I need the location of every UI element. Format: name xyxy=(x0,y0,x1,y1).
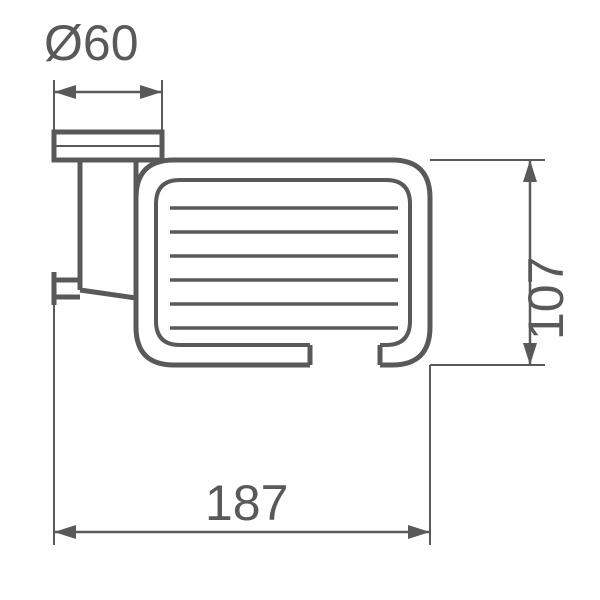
dim-width-label: 187 xyxy=(205,475,288,531)
object-outline xyxy=(54,132,430,365)
drawing-canvas: Ø60 187 107 xyxy=(0,0,600,600)
dim-height-label: 107 xyxy=(518,257,574,340)
dim-diameter-label: Ø60 xyxy=(44,15,139,71)
